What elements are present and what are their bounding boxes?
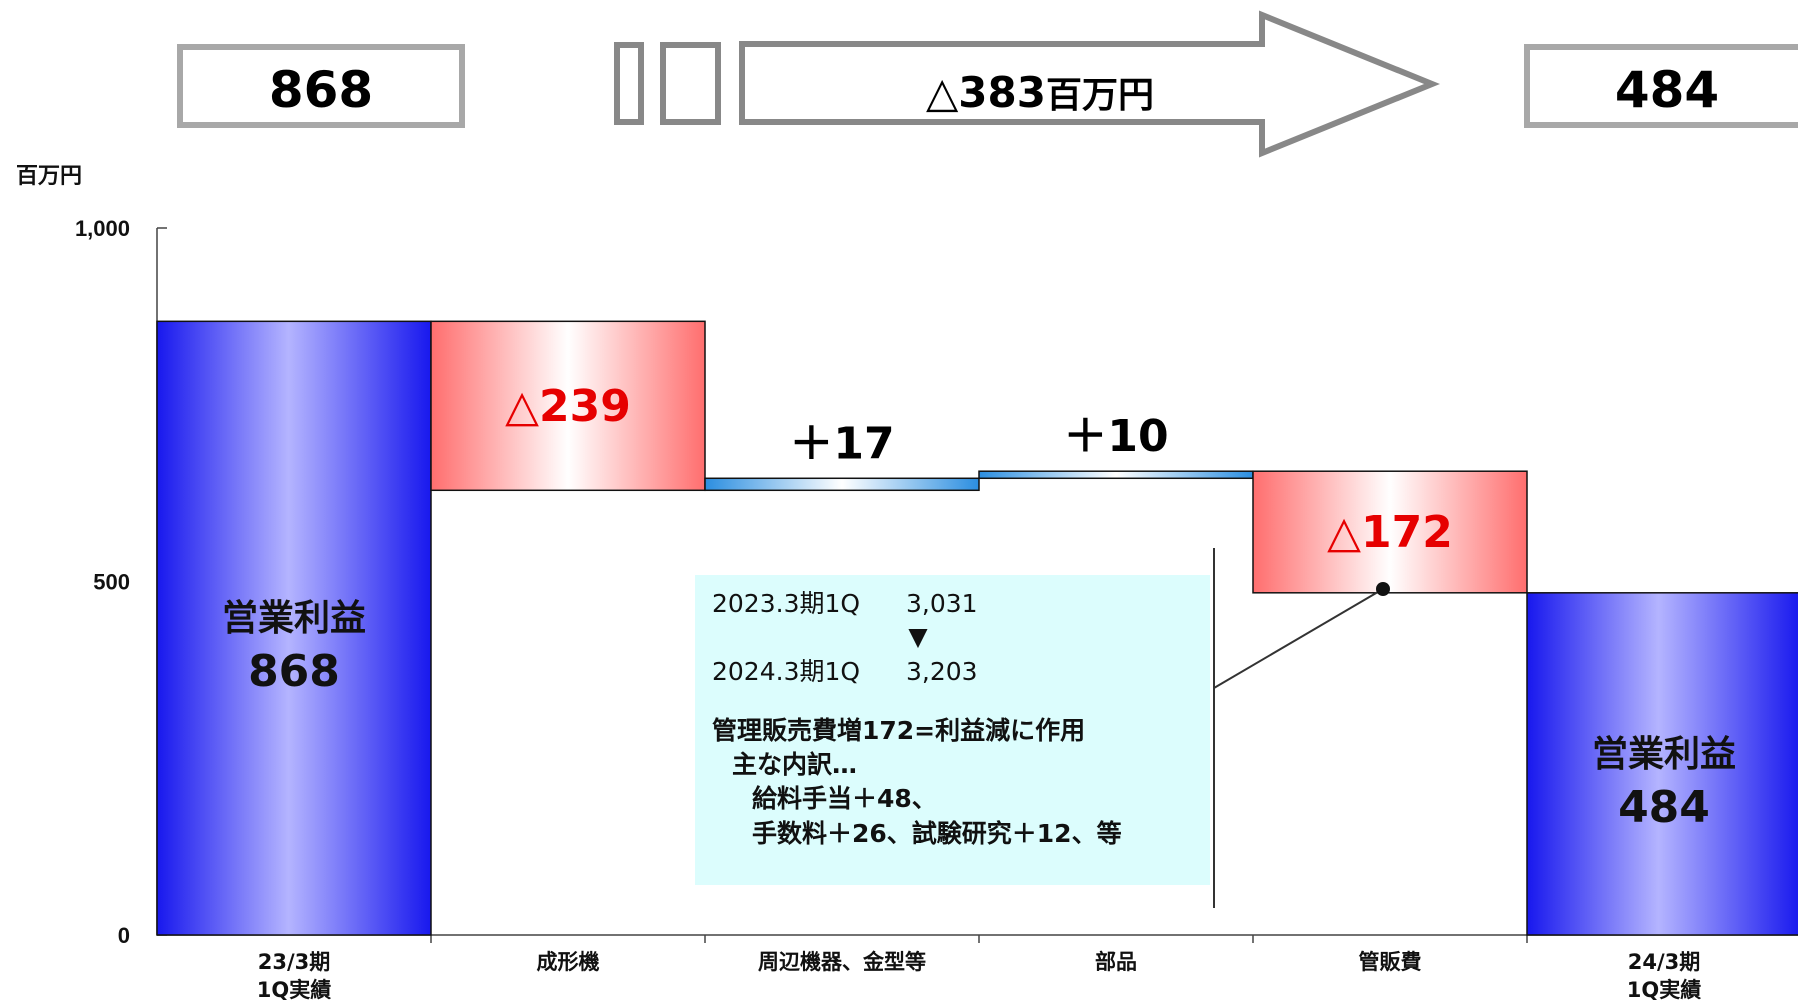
total-bar-title: 営業利益 [1592,734,1736,775]
increase-bar-label: ＋10 [1063,411,1168,462]
note-marker: ▼ [908,622,928,651]
end-value-text: 484 [1615,61,1719,119]
note-leader-dot [1376,582,1390,596]
y-ticks: 0 500 1,000 [75,216,167,948]
decrease-bar [430,320,706,492]
increase-bar [704,477,980,492]
note-leader-line [1213,588,1384,689]
note-line1-value: 3,031 [906,589,978,618]
total-bar-title: 営業利益 [222,598,366,639]
stripe-block-1 [614,42,644,125]
note-line3: 管理販売費増172=利益減に作用 [712,716,1085,745]
increase-bar [978,470,1254,480]
end-value-box [1524,44,1798,128]
total-bar-value: 868 [248,646,340,697]
note-background [695,575,1210,885]
start-value-box [177,44,465,128]
y-tick-label: 500 [93,570,130,595]
bars: 営業利益 868 △239 ＋17 ＋10 △172 営業利益 484 [156,320,1798,936]
x-category-label: 成形機 [537,950,600,974]
note-line6: 手数料＋26、試験研究＋12、等 [752,819,1122,848]
x-category-label: 24/3期 1Q実績 [1627,950,1701,1002]
decrease-bar [1252,470,1528,594]
note-line2-value: 3,203 [906,657,978,686]
x-category-label: 23/3期 1Q実績 [257,950,331,1002]
y-tick-label: 0 [118,923,130,948]
note-line4: 主な内訳… [732,750,857,779]
y-axis-unit: 百万円 [16,164,82,189]
change-value: △383 [926,68,1046,117]
decrease-bar-label: △172 [1327,507,1453,558]
x-category-label: 部品 [1095,950,1137,974]
x-category-label: 周辺機器、金型等 [758,950,926,974]
x-ticks: 23/3期 1Q実績 成形機 周辺機器、金型等 部品 管販費 24/3期 1Q実績 [257,935,1701,1002]
change-unit: 百万円 [1046,75,1154,116]
total-bar-value: 484 [1618,782,1710,833]
total-bar [156,320,432,936]
stripe-block-2 [660,42,721,125]
note-line1-period: 2023.3期1Q [712,589,860,618]
total-bar [1526,592,1798,936]
note-line5: 給料手当＋48、 [752,784,937,813]
increase-bar-label: ＋17 [789,418,894,469]
change-arrow-text: △383百万円 [926,68,1154,117]
y-tick-label: 1,000 [75,216,130,241]
header-summary: 868 △383百万円 484 [177,10,1798,158]
decrease-bar-label: △239 [505,381,631,432]
start-value-text: 868 [269,61,373,119]
note-line2-period: 2024.3期1Q [712,657,860,686]
sga-note: 2023.3期1Q 3,031 ▼ 2024.3期1Q 3,203 管理販売費増… [695,548,1390,908]
x-category-label: 管販費 [1359,950,1422,974]
change-arrow [739,10,1440,158]
